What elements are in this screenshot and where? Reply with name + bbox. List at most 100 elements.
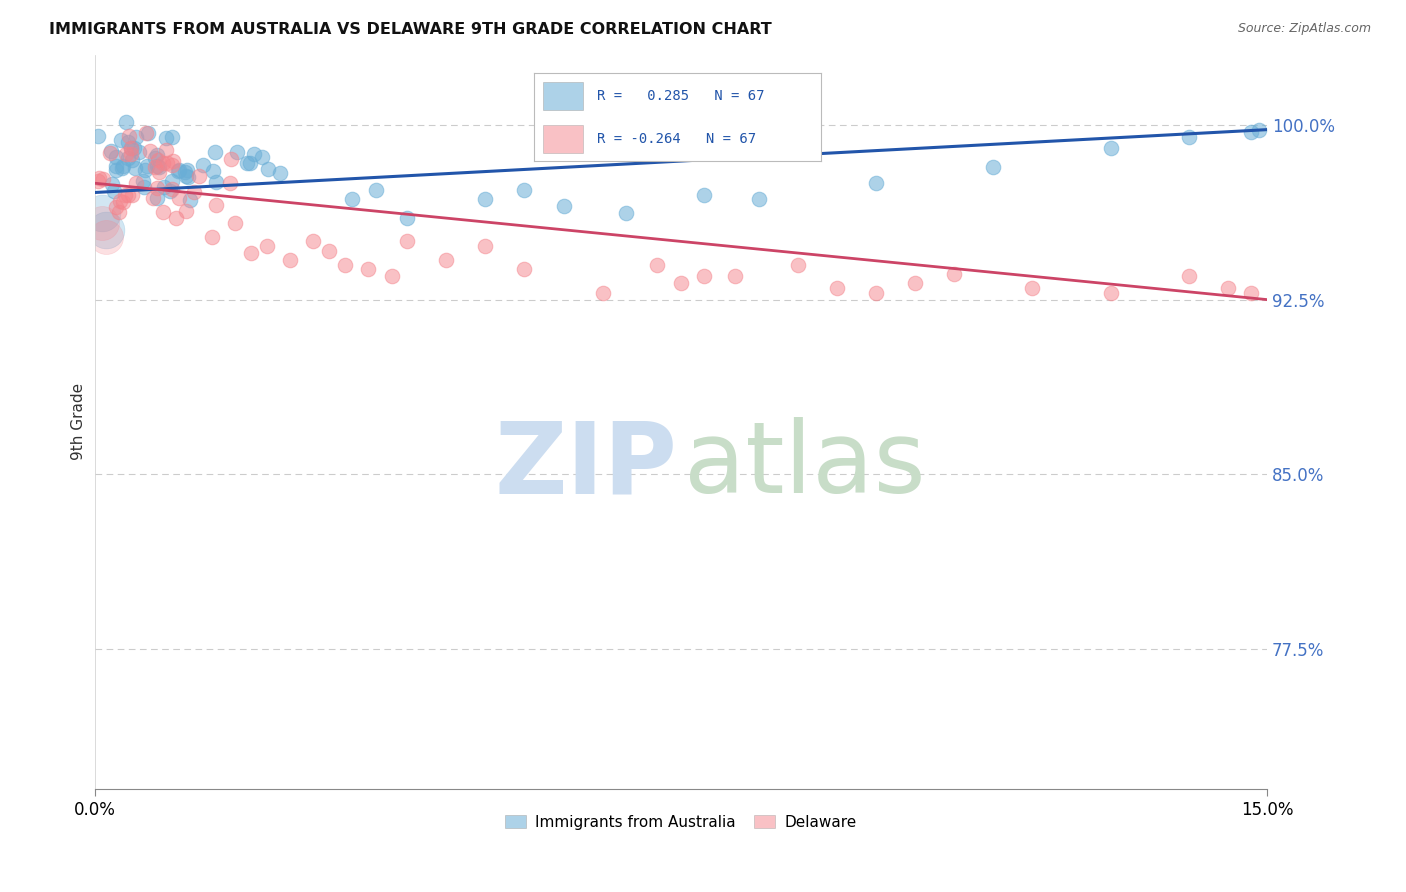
Point bbox=[396, 235, 419, 249]
Point bbox=[108, 205, 131, 219]
Point bbox=[152, 155, 174, 169]
Point bbox=[1249, 122, 1271, 136]
Point bbox=[218, 176, 240, 190]
Point bbox=[236, 155, 259, 169]
Point bbox=[645, 258, 668, 272]
Point bbox=[357, 262, 380, 277]
Point bbox=[145, 160, 167, 174]
Point bbox=[145, 181, 167, 195]
Point bbox=[250, 150, 273, 164]
Point bbox=[110, 194, 132, 208]
Point bbox=[553, 199, 575, 213]
Point bbox=[96, 223, 118, 237]
Point bbox=[176, 163, 198, 178]
Point bbox=[513, 262, 536, 277]
Point bbox=[1240, 285, 1263, 300]
Point bbox=[204, 145, 226, 160]
Point bbox=[513, 183, 536, 197]
Point bbox=[825, 281, 848, 295]
Point bbox=[134, 163, 156, 178]
Point bbox=[121, 153, 143, 167]
Point bbox=[1099, 285, 1122, 300]
Point bbox=[191, 158, 214, 172]
Point bbox=[176, 169, 198, 183]
Point bbox=[86, 174, 108, 188]
Point bbox=[155, 130, 177, 145]
Text: atlas: atlas bbox=[685, 417, 927, 515]
Point bbox=[177, 170, 200, 185]
Point bbox=[146, 191, 169, 205]
Point bbox=[121, 188, 143, 202]
Point bbox=[983, 160, 1005, 174]
Point bbox=[103, 184, 125, 198]
Point bbox=[693, 187, 716, 202]
Point bbox=[169, 163, 191, 178]
Point bbox=[152, 205, 174, 219]
Point bbox=[380, 269, 402, 284]
Point bbox=[162, 153, 184, 168]
Point bbox=[183, 186, 205, 200]
Point bbox=[146, 148, 169, 162]
Point bbox=[117, 151, 139, 165]
Point bbox=[136, 126, 159, 140]
Point bbox=[156, 156, 179, 170]
Point bbox=[693, 269, 716, 284]
Point bbox=[1099, 141, 1122, 155]
Y-axis label: 9th Grade: 9th Grade bbox=[72, 384, 86, 460]
Point bbox=[114, 147, 136, 161]
Point bbox=[201, 229, 224, 244]
Point bbox=[904, 277, 927, 291]
Point bbox=[160, 158, 183, 172]
Point bbox=[124, 161, 146, 176]
Point bbox=[120, 141, 142, 155]
Point bbox=[111, 161, 134, 176]
Point bbox=[167, 164, 190, 178]
Point bbox=[111, 195, 134, 210]
Point bbox=[114, 115, 136, 129]
Point bbox=[239, 246, 262, 260]
Point bbox=[148, 165, 170, 179]
Point bbox=[87, 171, 110, 186]
Point bbox=[1240, 125, 1263, 139]
Point bbox=[396, 211, 419, 226]
Point bbox=[201, 164, 224, 178]
Point bbox=[173, 164, 195, 178]
Point bbox=[1216, 281, 1239, 295]
Point bbox=[187, 169, 209, 183]
Point bbox=[242, 147, 264, 161]
Point bbox=[155, 144, 177, 158]
Text: IMMIGRANTS FROM AUSTRALIA VS DELAWARE 9TH GRADE CORRELATION CHART: IMMIGRANTS FROM AUSTRALIA VS DELAWARE 9T… bbox=[49, 22, 772, 37]
Point bbox=[148, 160, 170, 174]
Point bbox=[139, 144, 162, 158]
Point bbox=[318, 244, 340, 258]
Point bbox=[302, 235, 325, 249]
Point bbox=[226, 145, 249, 160]
Point bbox=[592, 285, 614, 300]
Point bbox=[146, 159, 169, 173]
Point bbox=[124, 141, 146, 155]
Point bbox=[132, 174, 155, 188]
Point bbox=[434, 253, 457, 268]
Point bbox=[474, 193, 496, 207]
Point bbox=[865, 285, 887, 300]
Point bbox=[118, 129, 141, 144]
Point bbox=[256, 239, 278, 253]
Point bbox=[724, 269, 747, 284]
Point bbox=[160, 129, 183, 144]
Point bbox=[143, 152, 166, 166]
Point bbox=[614, 206, 637, 220]
Point bbox=[174, 204, 197, 219]
Point bbox=[132, 179, 155, 194]
Point bbox=[91, 206, 114, 220]
Point bbox=[364, 183, 387, 197]
Point bbox=[1177, 129, 1199, 144]
Point bbox=[474, 239, 496, 253]
Point bbox=[179, 193, 201, 207]
Point bbox=[100, 144, 122, 158]
Point bbox=[114, 188, 136, 202]
Point bbox=[278, 253, 301, 268]
Point bbox=[142, 191, 165, 205]
Point bbox=[669, 277, 692, 291]
Point bbox=[239, 155, 262, 169]
Point bbox=[100, 177, 122, 191]
